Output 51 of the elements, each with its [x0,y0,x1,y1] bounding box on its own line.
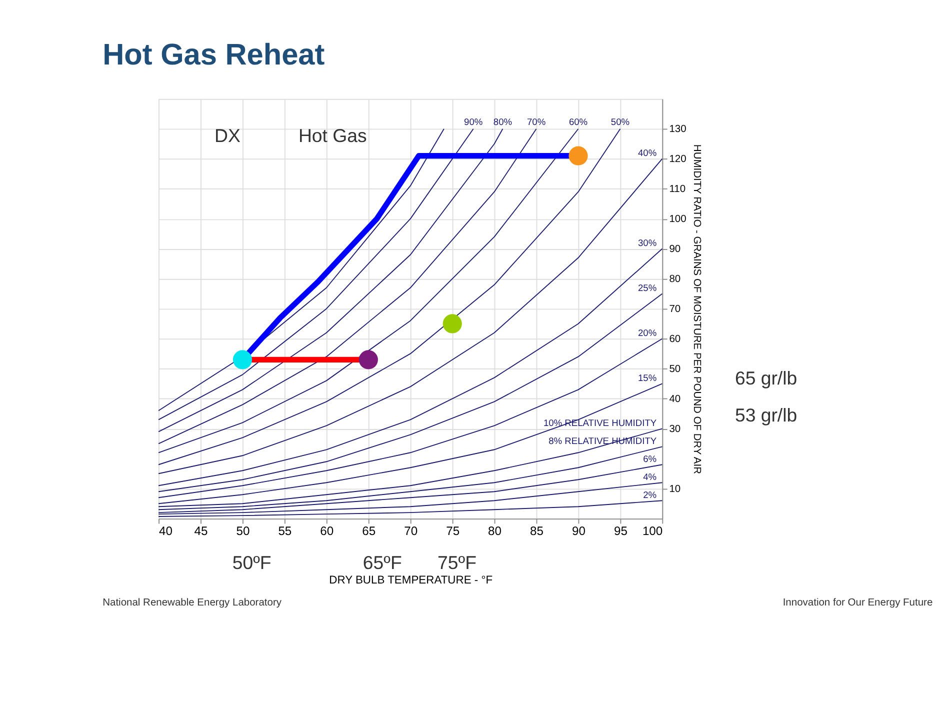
series-label: 90% [464,117,483,128]
text: 50ºF [232,552,272,573]
y-tick-label: 40 [669,394,681,405]
y-tick-label: 100 [669,214,687,226]
x-tick-label: 65 [362,524,376,538]
series-label: 20% [638,328,657,338]
y-tick-label: 130 [669,124,687,136]
series-label: 4% [643,472,657,482]
x-tick-label: 45 [194,524,208,538]
annotation: DX [214,124,241,146]
y-tick-label: 80 [669,274,681,286]
annotation: Hot Gas [298,124,367,146]
x-tick-label: 50 [236,524,250,538]
y-tick-label: 30 [669,424,681,435]
series-label: 80% [493,117,512,128]
x-tick-label: 100 [642,524,663,538]
series-label: 30% [638,238,657,248]
series-label: 40% [638,148,657,158]
y-tick-label: 60 [669,334,681,345]
chart-title: Hot Gas Reheat [102,38,325,72]
text: 65ºF [362,552,402,573]
y-tick-label: 120 [669,154,687,166]
y-tick-label: 70 [669,304,681,316]
series-label: 25% [638,282,657,293]
x-tick-label: 95 [614,524,628,538]
series-label: 70% [526,117,546,128]
series-label: 50% [610,117,630,128]
series-label: 15% [638,372,657,383]
x-tick-label: 60 [320,524,334,538]
y-axis-title: HUMIDITY RATIO - GRAINS OF MOISTURE PER POUND OF DRY AIR [690,144,702,474]
series-label: 2% [643,490,657,500]
series-label: 60% [568,117,588,128]
x-tick-label: 75 [446,524,460,538]
text: 53 gr/lb [734,404,798,426]
x-tick-label: 55 [278,524,292,538]
text: National Renewable Energy Laboratory [102,597,282,608]
series-label: 6% [643,454,657,464]
x-tick-label: 85 [530,524,544,538]
x-axis-title: DRY BULB TEMPERATURE - °F [329,574,493,586]
text: 65 gr/lb [734,367,798,388]
text: Innovation for Our Energy Future [782,597,933,608]
series-label: 10% RELATIVE HUMIDITY [543,418,657,428]
y-tick-label: 90 [669,244,681,256]
y-tick-label: 50 [669,364,681,375]
x-tick-label: 80 [488,524,502,538]
x-tick-label: 40 [159,524,173,538]
x-tick-label: 90 [572,524,586,538]
y-tick-label: 110 [669,184,686,196]
text: 75ºF [438,552,476,573]
y-tick-label: 10 [669,484,681,495]
x-tick-label: 70 [404,524,418,538]
